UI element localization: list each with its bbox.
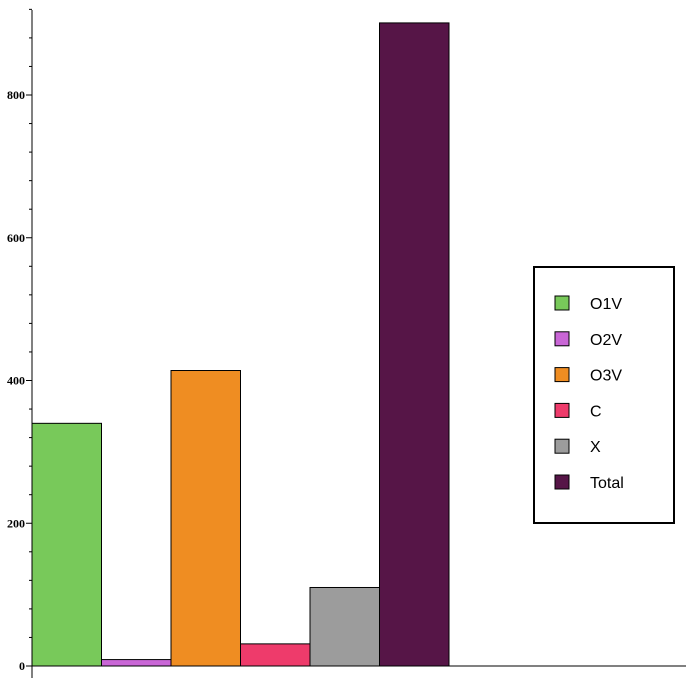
legend-swatch-x: [554, 438, 570, 454]
legend-label-x: X: [590, 439, 601, 456]
y-tick-label: 0: [19, 659, 25, 673]
legend-swatch-c: [554, 402, 570, 418]
legend-items: O1V O2V O3V C X Total: [554, 295, 624, 492]
legend-label-o1v: O1V: [590, 296, 622, 313]
legend-label-o2v: O2V: [590, 332, 622, 349]
bar-total: [379, 22, 450, 667]
y-tick-label: 200: [7, 516, 25, 530]
bar-c: [240, 643, 311, 667]
legend: O1V O2V O3V C X Total: [533, 266, 675, 524]
y-ticks-group: 0 200 400 600 800: [7, 8, 32, 673]
y-tick-label: 400: [7, 374, 25, 388]
y-tick-label: 800: [7, 88, 25, 102]
legend-swatch-o3v: [554, 367, 570, 383]
legend-label-total: Total: [590, 475, 624, 492]
axes-group: [31, 10, 686, 678]
bar-o2v: [101, 659, 172, 667]
y-tick-label: 600: [7, 231, 25, 245]
bar-o1v: [31, 422, 102, 667]
legend-label-o3v: O3V: [590, 368, 622, 385]
bar-o3v: [170, 370, 241, 667]
bar-x: [309, 586, 380, 667]
legend-label-c: C: [590, 403, 602, 420]
legend-swatch-total: [554, 474, 570, 490]
bars-group: [31, 22, 450, 667]
legend-swatch-o2v: [554, 331, 570, 347]
legend-swatch-o1v: [554, 295, 570, 311]
